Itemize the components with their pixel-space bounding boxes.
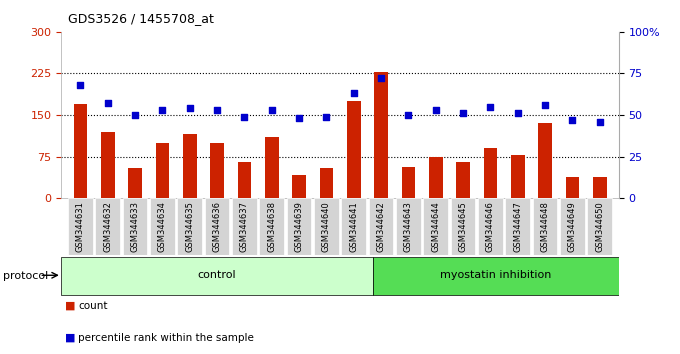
Bar: [73, 104, 87, 198]
Text: ■: ■: [65, 301, 75, 311]
Text: percentile rank within the sample: percentile rank within the sample: [78, 333, 254, 343]
FancyBboxPatch shape: [341, 198, 366, 255]
Text: GSM344639: GSM344639: [294, 201, 303, 252]
Text: GSM344641: GSM344641: [349, 201, 358, 252]
FancyBboxPatch shape: [68, 198, 92, 255]
Text: GSM344633: GSM344633: [131, 201, 139, 252]
FancyBboxPatch shape: [150, 198, 175, 255]
Text: protocol: protocol: [3, 271, 49, 281]
Text: GDS3526 / 1455708_at: GDS3526 / 1455708_at: [68, 12, 214, 25]
FancyBboxPatch shape: [232, 198, 256, 255]
Bar: [320, 168, 333, 198]
Bar: [538, 124, 552, 198]
Bar: [347, 101, 360, 198]
Text: GSM344635: GSM344635: [185, 201, 194, 252]
FancyBboxPatch shape: [505, 198, 530, 255]
Text: GSM344648: GSM344648: [541, 201, 549, 252]
Bar: [374, 72, 388, 198]
Point: [102, 101, 113, 106]
Bar: [429, 156, 443, 198]
Point: [567, 117, 578, 123]
Bar: [237, 162, 251, 198]
Bar: [456, 162, 470, 198]
Bar: [210, 143, 224, 198]
FancyBboxPatch shape: [451, 198, 475, 255]
Point: [512, 110, 523, 116]
Point: [321, 114, 332, 120]
FancyBboxPatch shape: [373, 257, 619, 295]
Text: GSM344647: GSM344647: [513, 201, 522, 252]
Text: GSM344644: GSM344644: [431, 201, 440, 252]
Point: [184, 105, 195, 111]
Bar: [265, 137, 279, 198]
Point: [458, 110, 469, 116]
Point: [130, 112, 141, 118]
Text: count: count: [78, 301, 107, 311]
Text: GSM344650: GSM344650: [595, 201, 604, 252]
Text: GSM344640: GSM344640: [322, 201, 331, 252]
Bar: [566, 177, 579, 198]
Point: [539, 102, 550, 108]
FancyBboxPatch shape: [478, 198, 503, 255]
Text: GSM344637: GSM344637: [240, 201, 249, 252]
Text: GSM344634: GSM344634: [158, 201, 167, 252]
Bar: [401, 167, 415, 198]
Point: [239, 114, 250, 120]
FancyBboxPatch shape: [61, 257, 373, 295]
Text: GSM344636: GSM344636: [212, 201, 222, 252]
Text: GSM344638: GSM344638: [267, 201, 276, 252]
Point: [594, 119, 605, 125]
FancyBboxPatch shape: [424, 198, 448, 255]
Text: GSM344642: GSM344642: [377, 201, 386, 252]
Text: GSM344632: GSM344632: [103, 201, 112, 252]
FancyBboxPatch shape: [177, 198, 202, 255]
Bar: [292, 175, 306, 198]
Point: [267, 107, 277, 113]
FancyBboxPatch shape: [560, 198, 585, 255]
Point: [75, 82, 86, 88]
FancyBboxPatch shape: [588, 198, 612, 255]
Text: GSM344649: GSM344649: [568, 201, 577, 252]
Bar: [156, 143, 169, 198]
Bar: [128, 168, 142, 198]
FancyBboxPatch shape: [122, 198, 148, 255]
Bar: [511, 155, 524, 198]
FancyBboxPatch shape: [396, 198, 421, 255]
Text: GSM344643: GSM344643: [404, 201, 413, 252]
Point: [157, 107, 168, 113]
FancyBboxPatch shape: [532, 198, 558, 255]
FancyBboxPatch shape: [205, 198, 229, 255]
FancyBboxPatch shape: [287, 198, 311, 255]
Bar: [593, 177, 607, 198]
Text: control: control: [198, 270, 237, 280]
Point: [430, 107, 441, 113]
Point: [211, 107, 222, 113]
Bar: [183, 135, 197, 198]
Bar: [101, 132, 114, 198]
Point: [375, 76, 386, 81]
Bar: [483, 148, 497, 198]
Text: myostatin inhibition: myostatin inhibition: [440, 270, 551, 280]
Text: ■: ■: [65, 333, 75, 343]
FancyBboxPatch shape: [259, 198, 284, 255]
Text: GSM344645: GSM344645: [458, 201, 468, 252]
FancyBboxPatch shape: [95, 198, 120, 255]
Text: GSM344646: GSM344646: [486, 201, 495, 252]
Point: [348, 91, 359, 96]
FancyBboxPatch shape: [314, 198, 339, 255]
Point: [294, 115, 305, 121]
Text: GSM344631: GSM344631: [76, 201, 85, 252]
FancyBboxPatch shape: [369, 198, 393, 255]
Point: [403, 112, 413, 118]
Point: [485, 104, 496, 110]
